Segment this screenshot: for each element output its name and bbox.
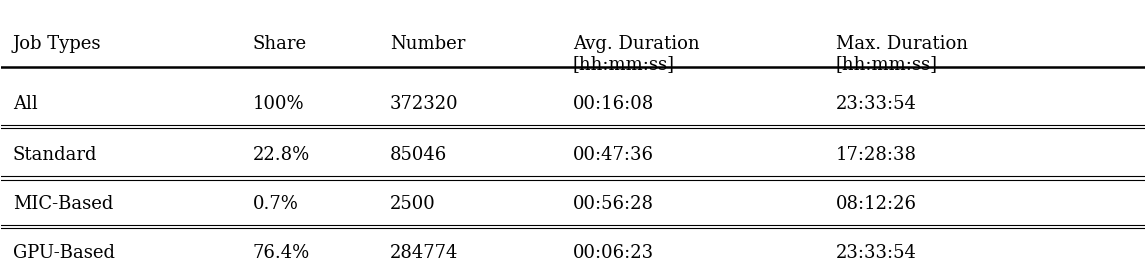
Text: 23:33:54: 23:33:54 <box>835 244 917 262</box>
Text: Max. Duration
[hh:mm:ss]: Max. Duration [hh:mm:ss] <box>835 35 968 73</box>
Text: 08:12:26: 08:12:26 <box>835 195 917 213</box>
Text: 00:16:08: 00:16:08 <box>573 95 654 113</box>
Text: Share: Share <box>253 35 307 53</box>
Text: 100%: 100% <box>253 95 305 113</box>
Text: 284774: 284774 <box>390 244 458 262</box>
Text: 2500: 2500 <box>390 195 435 213</box>
Text: 00:47:36: 00:47:36 <box>573 146 654 164</box>
Text: 00:56:28: 00:56:28 <box>573 195 654 213</box>
Text: 76.4%: 76.4% <box>253 244 311 262</box>
Text: 17:28:38: 17:28:38 <box>835 146 917 164</box>
Text: 0.7%: 0.7% <box>253 195 299 213</box>
Text: All: All <box>13 95 38 113</box>
Text: Job Types: Job Types <box>13 35 101 53</box>
Text: Number: Number <box>390 35 465 53</box>
Text: Avg. Duration
[hh:mm:ss]: Avg. Duration [hh:mm:ss] <box>573 35 699 73</box>
Text: 00:06:23: 00:06:23 <box>573 244 654 262</box>
Text: 22.8%: 22.8% <box>253 146 311 164</box>
Text: 85046: 85046 <box>390 146 447 164</box>
Text: MIC-Based: MIC-Based <box>13 195 113 213</box>
Text: GPU-Based: GPU-Based <box>13 244 115 262</box>
Text: 23:33:54: 23:33:54 <box>835 95 917 113</box>
Text: Standard: Standard <box>13 146 97 164</box>
Text: 372320: 372320 <box>390 95 458 113</box>
